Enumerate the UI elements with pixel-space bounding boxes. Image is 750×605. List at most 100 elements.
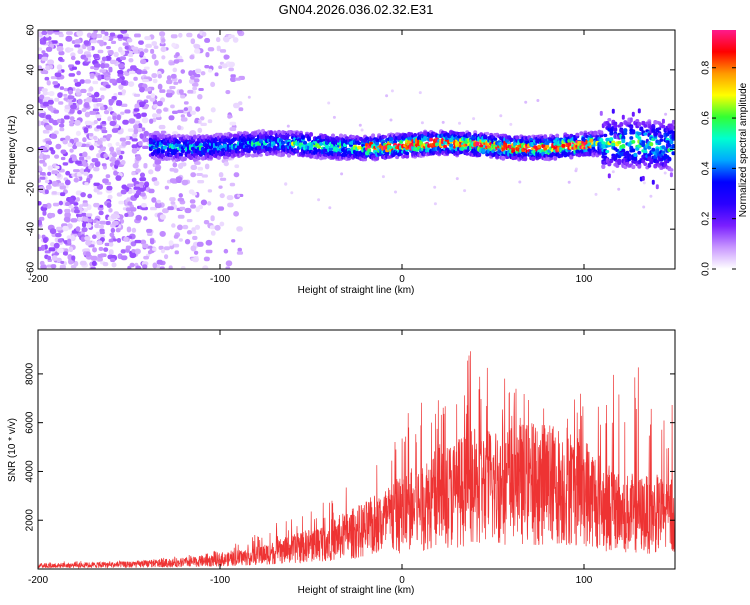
spectrogram-cell <box>307 136 311 142</box>
spectrogram-cell <box>182 156 187 161</box>
spectrogram-cell <box>62 162 69 166</box>
spectrogram-cell <box>154 59 159 66</box>
snr-panel: -200 -100 0 100 2000 4000 6000 8000 Height of s… <box>7 329 676 596</box>
spectrogram-cell <box>77 98 83 105</box>
spectrogram-cell <box>84 236 91 241</box>
spectrogram-cell <box>178 89 184 95</box>
spectrogram-cell <box>53 109 60 114</box>
spectrogram-cell <box>105 221 111 226</box>
snr-frame <box>37 329 676 570</box>
spectrogram-cell <box>88 165 93 170</box>
spectrogram-cell <box>64 212 71 218</box>
spectrogram-cell <box>156 108 162 114</box>
spectrogram-cell <box>139 172 146 178</box>
spectrogram-cell <box>42 118 48 123</box>
spectrogram-cell <box>193 78 200 83</box>
spectrogram-cell <box>73 169 80 173</box>
spectrogram-cell <box>228 133 233 138</box>
spectrogram-cell <box>475 141 480 147</box>
spectrogram-cell <box>150 48 155 54</box>
spectrogram-cell <box>219 193 225 199</box>
spectrogram-cell <box>301 135 305 140</box>
spectrogram-ytick-label: 0 <box>26 146 37 152</box>
spectrogram-cell <box>340 172 344 176</box>
spectrogram-cell <box>194 68 202 74</box>
spectrogram-xlabel: Height of straight line (km) <box>298 285 415 296</box>
spectrogram-cell <box>357 141 361 146</box>
spectrogram-cell <box>90 39 97 44</box>
spectrogram-cell <box>126 197 132 201</box>
spectrogram-cell <box>232 37 239 43</box>
spectrogram-cell <box>105 76 111 80</box>
spectrogram-cell <box>47 30 54 35</box>
spectrogram-cell <box>56 64 63 71</box>
spectrogram-cell <box>216 37 221 43</box>
spectrogram-cell <box>91 158 99 163</box>
spectrogram-cell <box>39 113 46 118</box>
spectrogram-cell <box>82 151 88 158</box>
spectrogram-cell <box>233 172 240 178</box>
spectrogram-cell <box>93 166 100 172</box>
spectrogram-cell <box>47 165 53 171</box>
spectrogram-cell <box>113 170 118 176</box>
spectrogram-cell <box>523 153 528 158</box>
spectrogram-cell <box>621 144 626 149</box>
spectrogram-cell <box>82 202 89 207</box>
spectrogram-cell <box>56 46 64 52</box>
spectrogram-cell <box>122 42 129 46</box>
spectrogram-cell <box>128 58 134 63</box>
snr-xtick-label: 100 <box>576 575 593 586</box>
spectrogram-cell <box>50 264 57 269</box>
spectrogram-cell <box>86 177 91 184</box>
spectrogram-cell <box>105 84 111 89</box>
spectrogram-cell <box>659 134 664 139</box>
spectrogram-cell <box>158 245 164 250</box>
spectrogram-cell <box>66 31 73 35</box>
spectrogram-cell <box>561 143 566 148</box>
spectrogram-cell <box>103 247 109 252</box>
spectrogram-cell <box>71 157 77 162</box>
spectrogram-cell <box>141 112 147 117</box>
spectrogram-cell <box>237 247 243 252</box>
spectrogram-cell <box>385 94 389 98</box>
spectrogram-cell <box>189 55 195 60</box>
spectrogram-cell <box>545 144 550 149</box>
spectrogram-cell <box>93 182 100 186</box>
spectrogram-cell <box>201 174 208 178</box>
spectrogram-cell <box>156 199 161 204</box>
spectrogram-cell <box>125 245 132 250</box>
spectrogram-cell <box>190 110 196 115</box>
spectrogram-cell <box>69 116 75 121</box>
spectrogram-cell <box>69 123 75 127</box>
spectrogram-cell <box>196 156 201 161</box>
spectrogram-cell <box>84 111 91 118</box>
spectrogram-cell <box>131 144 138 149</box>
spectrogram-cell <box>172 162 178 168</box>
spectrogram-cell <box>177 79 182 84</box>
spectrogram-cell <box>107 143 113 148</box>
spectrogram-cell <box>93 135 98 140</box>
spectrogram-cell <box>207 47 215 52</box>
spectrogram-cell <box>69 148 74 153</box>
colorbar-tick-label: 0.8 <box>701 60 712 74</box>
spectrogram-cell <box>536 99 540 102</box>
spectrogram-cell <box>104 242 110 247</box>
spectrogram-cell <box>154 202 162 209</box>
spectrogram-cell <box>112 115 117 121</box>
spectrogram-cell <box>200 71 206 76</box>
spectrogram-cell <box>395 155 400 160</box>
spectrogram-cell <box>38 246 43 251</box>
spectrogram-cell <box>204 65 210 69</box>
spectrogram-cell <box>171 223 176 228</box>
snr-series-line <box>38 351 675 569</box>
spectrogram-cell <box>45 184 52 190</box>
spectrogram-cell <box>166 79 173 85</box>
spectrogram-cell <box>106 46 111 50</box>
spectrogram-cell <box>121 184 127 190</box>
spectrogram-cell <box>101 163 107 167</box>
spectrogram-cell <box>641 142 646 148</box>
spectrogram-cell <box>124 109 131 114</box>
spectrogram-cell <box>156 100 163 107</box>
spectrogram-cell <box>389 137 394 142</box>
spectrogram-cell <box>371 133 376 139</box>
